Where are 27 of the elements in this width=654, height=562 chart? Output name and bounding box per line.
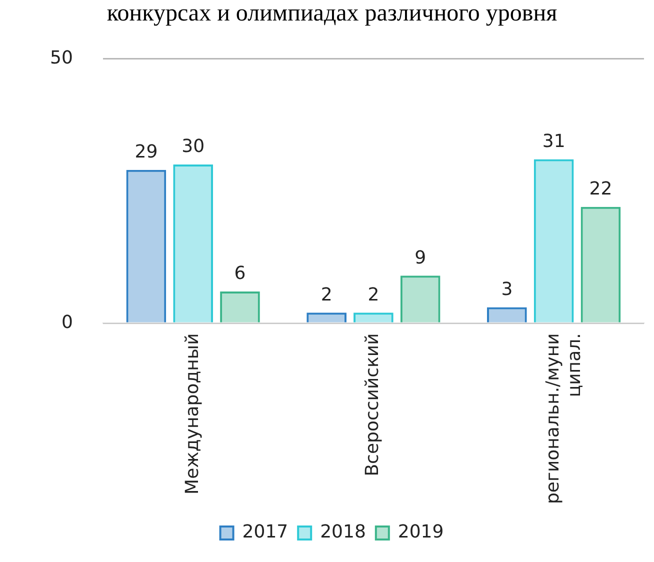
data-label: 3: [501, 278, 513, 300]
bar: [173, 164, 214, 322]
legend-label: 2019: [398, 522, 444, 543]
bar: [354, 312, 394, 322]
legend-label: 2017: [242, 522, 288, 543]
bar: [580, 206, 621, 322]
x-tick-label: Всероссийский: [362, 333, 384, 476]
data-label: 9: [414, 247, 426, 268]
data-label: 6: [234, 263, 246, 284]
x-tick-label: Международный: [182, 333, 203, 494]
x-tick-label: региональн./муниципал.: [542, 333, 586, 504]
bar: [306, 312, 346, 322]
bar: [400, 276, 440, 322]
data-label: 31: [542, 130, 566, 152]
data-label: 2: [320, 284, 332, 306]
data-label: 22: [589, 178, 612, 200]
data-label: 30: [182, 136, 205, 158]
chart-title: конкурсах и олимпиадах различного уровня: [106, 0, 558, 27]
legend-label: 2018: [320, 522, 366, 543]
data-label: 2: [368, 284, 380, 306]
y-tick-label: 0: [61, 312, 73, 333]
y-tick-label: 50: [50, 47, 73, 68]
bar: [534, 159, 574, 322]
bar: [126, 170, 166, 322]
bar: [220, 291, 260, 322]
bar: [486, 307, 527, 322]
data-label: 29: [134, 142, 158, 163]
